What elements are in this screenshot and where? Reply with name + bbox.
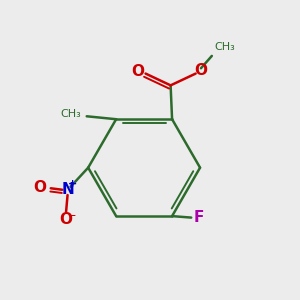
Text: N: N — [61, 182, 74, 197]
Text: O: O — [132, 64, 145, 79]
Text: O: O — [60, 212, 73, 227]
Text: ⁻: ⁻ — [68, 211, 76, 225]
Text: CH₃: CH₃ — [214, 42, 235, 52]
Text: CH₃: CH₃ — [60, 109, 81, 119]
Text: O: O — [194, 63, 207, 78]
Text: +: + — [68, 179, 77, 190]
Text: O: O — [33, 180, 46, 195]
Text: F: F — [194, 210, 204, 225]
